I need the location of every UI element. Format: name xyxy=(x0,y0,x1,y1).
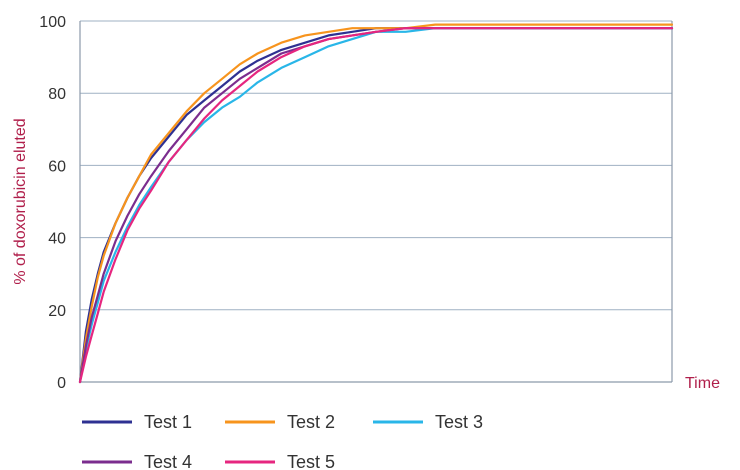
y-axis-title: % of doxorubicin eluted xyxy=(12,118,29,284)
y-tick-label-80: 80 xyxy=(48,86,66,103)
y-tick-labels: 0 20 40 60 80 100 xyxy=(39,14,66,392)
y-tick-label-40: 40 xyxy=(48,231,66,248)
y-tick-label-60: 60 xyxy=(48,158,66,175)
x-axis-title: Time xyxy=(685,375,720,392)
legend-item-test-3: Test 3 xyxy=(373,412,483,432)
legend-label-test-2: Test 2 xyxy=(287,412,335,432)
axes xyxy=(79,21,673,383)
series-line-test-3 xyxy=(78,27,674,384)
series-line-test-1 xyxy=(78,27,674,384)
grid-lines xyxy=(80,20,672,311)
legend-label-test-5: Test 5 xyxy=(287,452,335,470)
y-tick-label-20: 20 xyxy=(48,303,66,320)
y-tick-label-0: 0 xyxy=(57,375,66,392)
legend-item-test-5: Test 5 xyxy=(225,452,335,470)
legend-item-test-2: Test 2 xyxy=(225,412,335,432)
legend-label-test-3: Test 3 xyxy=(435,412,483,432)
series-line-test-2 xyxy=(78,23,674,384)
legend-label-test-4: Test 4 xyxy=(144,452,192,470)
series-line-test-5 xyxy=(78,27,674,384)
legend: Test 1 Test 2 Test 3 Test 4 Test 5 xyxy=(82,412,483,470)
legend-item-test-4: Test 4 xyxy=(82,452,192,470)
legend-item-test-1: Test 1 xyxy=(82,412,192,432)
series-lines xyxy=(78,23,674,384)
y-tick-label-100: 100 xyxy=(39,14,66,31)
series-line-test-4 xyxy=(78,27,674,384)
legend-label-test-1: Test 1 xyxy=(144,412,192,432)
